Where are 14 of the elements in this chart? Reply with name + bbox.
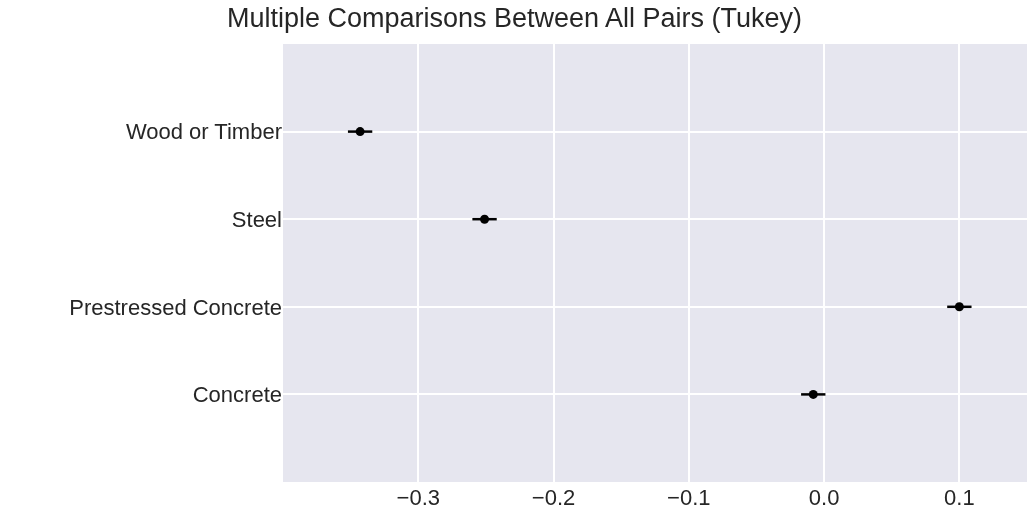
x-tick-label: 0.1 [944,485,975,510]
x-tick-label: −0.3 [396,485,440,510]
x-tick-label: 0.0 [808,485,840,510]
y-tick-label: Wood or Timber [125,119,282,145]
point [355,127,365,137]
x-tick-label: −0.2 [531,485,576,510]
y-tick-label: Steel [231,206,282,232]
x-tick-label: −0.1 [667,485,711,510]
point [480,214,490,224]
point [954,302,964,312]
point [808,389,818,399]
y-tick-label: Concrete [192,382,282,408]
y-tick-label: Prestressed Concrete [69,294,282,320]
chart-title: Multiple Comparisons Between All Pairs (Tukey) [226,2,803,33]
